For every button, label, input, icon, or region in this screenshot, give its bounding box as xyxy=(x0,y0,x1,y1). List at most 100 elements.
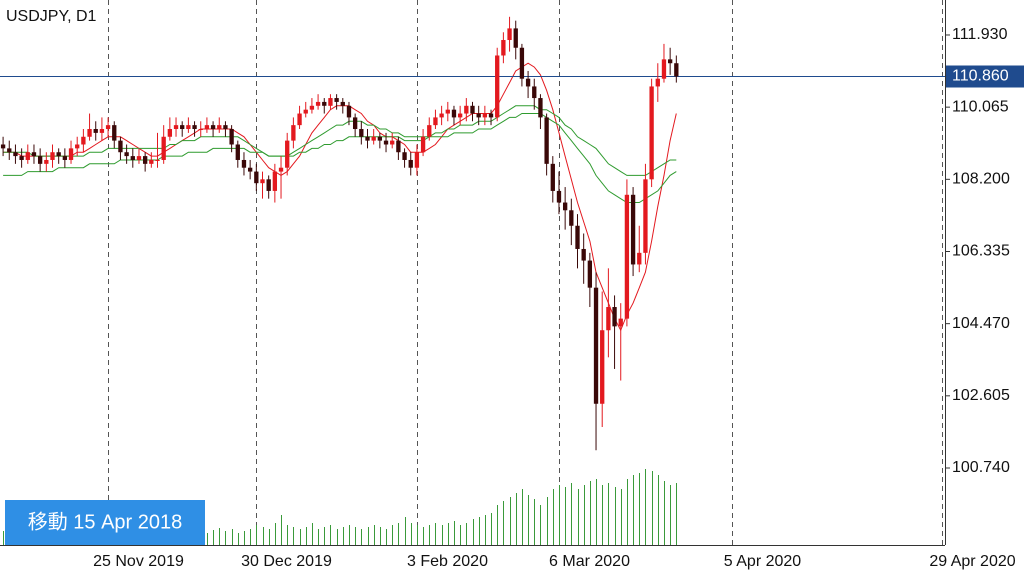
candle-body xyxy=(556,190,562,203)
x-tick-label: 5 Apr 2020 xyxy=(724,553,802,570)
candle-body xyxy=(198,129,203,131)
candle-body xyxy=(93,129,98,133)
candle-body xyxy=(581,248,586,261)
candle-body xyxy=(569,210,574,226)
candle-body xyxy=(402,152,407,160)
candle-body xyxy=(451,109,457,118)
candle-body xyxy=(396,140,401,153)
candle-body xyxy=(291,125,296,141)
candle-body xyxy=(538,98,543,118)
goto-button-bg[interactable] xyxy=(5,500,205,545)
candle-body xyxy=(643,179,648,253)
candle-body xyxy=(75,144,80,149)
candle-body xyxy=(186,125,191,130)
y-tick-label: 106.335 xyxy=(952,243,1010,260)
candle-body xyxy=(340,101,345,106)
y-tick-label: 104.470 xyxy=(952,315,1010,332)
candle-body xyxy=(254,171,259,184)
candle-body xyxy=(439,113,444,118)
candle-body xyxy=(192,125,197,130)
candle-body xyxy=(587,260,593,288)
candle-body xyxy=(630,194,636,265)
candle-body xyxy=(50,152,55,160)
candle-body xyxy=(470,105,475,114)
candle-body xyxy=(0,144,6,149)
candle-body xyxy=(482,113,488,118)
candle-body xyxy=(13,152,18,157)
candle-body xyxy=(99,129,105,133)
candle-body xyxy=(229,129,234,145)
candle-body xyxy=(519,47,525,79)
candle-body xyxy=(328,98,333,106)
candle-body xyxy=(600,330,605,404)
candle-body xyxy=(25,152,30,160)
candle-body xyxy=(31,152,37,157)
goto-button[interactable]: 移動 15 Apr 2018 xyxy=(5,500,205,545)
candle-body xyxy=(19,156,24,160)
candle-body xyxy=(235,144,240,160)
x-tick-label: 29 Apr 2020 xyxy=(929,553,1015,570)
candle-body xyxy=(637,252,642,265)
candle-body xyxy=(223,125,228,130)
candle-body xyxy=(130,156,135,160)
candle-body xyxy=(365,136,370,141)
candle-body xyxy=(544,117,549,164)
x-tick-label: 6 Mar 2020 xyxy=(549,553,630,570)
candle-body xyxy=(309,105,315,110)
candle-body xyxy=(124,152,129,157)
x-tick-label: 3 Feb 2020 xyxy=(407,553,488,570)
candle-body xyxy=(241,159,247,168)
moving-average-line xyxy=(3,105,677,176)
candle-body xyxy=(136,156,142,160)
y-tick-label: 108.200 xyxy=(952,171,1010,188)
candle-body xyxy=(420,136,426,153)
x-tick-label: 30 Dec 2019 xyxy=(241,553,332,570)
candle-body xyxy=(532,86,537,99)
candle-body xyxy=(334,98,339,102)
candle-body xyxy=(217,125,222,130)
candle-body xyxy=(575,225,580,249)
candle-body xyxy=(649,86,654,180)
candle-body xyxy=(488,113,494,118)
candle-body xyxy=(562,202,568,211)
candle-body xyxy=(383,140,389,145)
candle-body xyxy=(507,28,512,41)
candle-body xyxy=(618,318,623,327)
candle-body xyxy=(87,129,92,137)
candle-body xyxy=(525,78,531,87)
y-tick-label: 111.930 xyxy=(952,26,1008,43)
candle-body xyxy=(68,148,74,160)
candle-body xyxy=(606,307,611,331)
candle-body xyxy=(247,167,253,172)
candle-body xyxy=(180,125,185,130)
candle-body xyxy=(667,59,673,64)
current-price-box xyxy=(946,65,1024,88)
candle-body xyxy=(105,125,111,130)
candle-body xyxy=(155,159,160,161)
candle-body xyxy=(297,113,302,126)
candle-body xyxy=(322,101,327,106)
candle-body xyxy=(661,59,667,79)
moving-average-line xyxy=(3,113,677,203)
goto-button-label[interactable]: 移動 15 Apr 2018 xyxy=(28,510,183,533)
candle-body xyxy=(81,136,86,145)
candle-body xyxy=(464,105,469,114)
candle-body xyxy=(173,125,179,130)
candle-body xyxy=(495,55,500,118)
candle-body xyxy=(371,136,376,141)
candle-body xyxy=(56,152,61,157)
candle-body xyxy=(278,167,284,172)
candle-body xyxy=(408,159,413,168)
y-tick-label: 102.605 xyxy=(952,387,1010,404)
candle-body xyxy=(377,136,383,141)
y-tick-label: 100.740 xyxy=(952,459,1010,476)
x-tick-label: 25 Nov 2019 xyxy=(93,553,184,570)
candle-body xyxy=(167,129,173,137)
candle-body xyxy=(62,156,68,160)
candle-body xyxy=(501,40,506,56)
candle-body xyxy=(359,129,364,137)
candle-body xyxy=(390,140,395,145)
